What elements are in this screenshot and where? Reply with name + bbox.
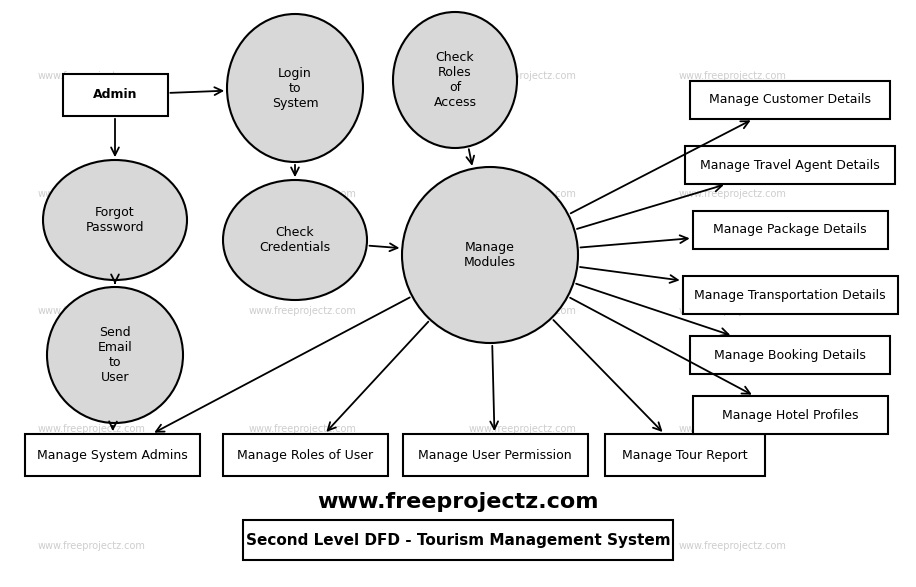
Text: www.freeprojectz.com: www.freeprojectz.com (679, 541, 787, 551)
Text: www.freeprojectz.com: www.freeprojectz.com (679, 306, 787, 316)
Text: www.freeprojectz.com: www.freeprojectz.com (468, 188, 576, 199)
FancyBboxPatch shape (685, 146, 895, 184)
Text: Manage Transportation Details: Manage Transportation Details (694, 288, 886, 302)
Text: Manage Travel Agent Details: Manage Travel Agent Details (700, 158, 880, 171)
FancyBboxPatch shape (692, 211, 888, 249)
FancyBboxPatch shape (682, 276, 898, 314)
Text: www.freeprojectz.com: www.freeprojectz.com (468, 306, 576, 316)
Text: www.freeprojectz.com: www.freeprojectz.com (468, 541, 576, 551)
Text: www.freeprojectz.com: www.freeprojectz.com (679, 71, 787, 82)
FancyBboxPatch shape (692, 396, 888, 434)
Text: Manage Hotel Profiles: Manage Hotel Profiles (722, 409, 858, 421)
FancyBboxPatch shape (62, 74, 168, 116)
FancyBboxPatch shape (605, 434, 765, 476)
Text: www.freeprojectz.com: www.freeprojectz.com (248, 541, 356, 551)
Ellipse shape (43, 160, 187, 280)
FancyBboxPatch shape (223, 434, 387, 476)
Text: Manage Package Details: Manage Package Details (714, 224, 867, 237)
Text: Check
Roles
of
Access: Check Roles of Access (433, 51, 476, 109)
FancyBboxPatch shape (690, 336, 890, 374)
Text: www.freeprojectz.com: www.freeprojectz.com (679, 188, 787, 199)
Ellipse shape (227, 14, 363, 162)
FancyBboxPatch shape (25, 434, 200, 476)
Text: www.freeprojectz.com: www.freeprojectz.com (38, 541, 146, 551)
Text: www.freeprojectz.com: www.freeprojectz.com (679, 423, 787, 434)
FancyBboxPatch shape (690, 81, 890, 119)
Text: www.freeprojectz.com: www.freeprojectz.com (248, 71, 356, 82)
Ellipse shape (402, 167, 578, 343)
Ellipse shape (393, 12, 517, 148)
Text: www.freeprojectz.com: www.freeprojectz.com (468, 71, 576, 82)
Text: www.freeprojectz.com: www.freeprojectz.com (248, 306, 356, 316)
Text: Manage
Modules: Manage Modules (464, 241, 516, 269)
Text: www.freeprojectz.com: www.freeprojectz.com (248, 188, 356, 199)
Text: www.freeprojectz.com: www.freeprojectz.com (38, 423, 146, 434)
Text: www.freeprojectz.com: www.freeprojectz.com (38, 71, 146, 82)
Text: Forgot
Password: Forgot Password (86, 206, 144, 234)
Text: Manage Customer Details: Manage Customer Details (709, 93, 871, 106)
Text: www.freeprojectz.com: www.freeprojectz.com (38, 306, 146, 316)
Text: www.freeprojectz.com: www.freeprojectz.com (38, 188, 146, 199)
Text: Manage Booking Details: Manage Booking Details (714, 349, 866, 362)
FancyBboxPatch shape (243, 520, 673, 560)
Text: Login
to
System: Login to System (272, 66, 319, 110)
Text: www.freeprojectz.com: www.freeprojectz.com (468, 423, 576, 434)
Ellipse shape (223, 180, 367, 300)
Text: www.freeprojectz.com: www.freeprojectz.com (248, 423, 356, 434)
FancyBboxPatch shape (402, 434, 587, 476)
Text: Manage Roles of User: Manage Roles of User (237, 448, 373, 461)
Text: Check
Credentials: Check Credentials (259, 226, 331, 254)
Text: Manage System Admins: Manage System Admins (37, 448, 188, 461)
Text: www.freeprojectz.com: www.freeprojectz.com (317, 492, 599, 512)
Text: Manage Tour Report: Manage Tour Report (622, 448, 747, 461)
Text: Admin: Admin (93, 89, 137, 102)
Text: Second Level DFD - Tourism Management System: Second Level DFD - Tourism Management Sy… (245, 532, 671, 548)
Text: Manage User Permission: Manage User Permission (419, 448, 572, 461)
Text: Send
Email
to
User: Send Email to User (98, 326, 133, 384)
Ellipse shape (47, 287, 183, 423)
